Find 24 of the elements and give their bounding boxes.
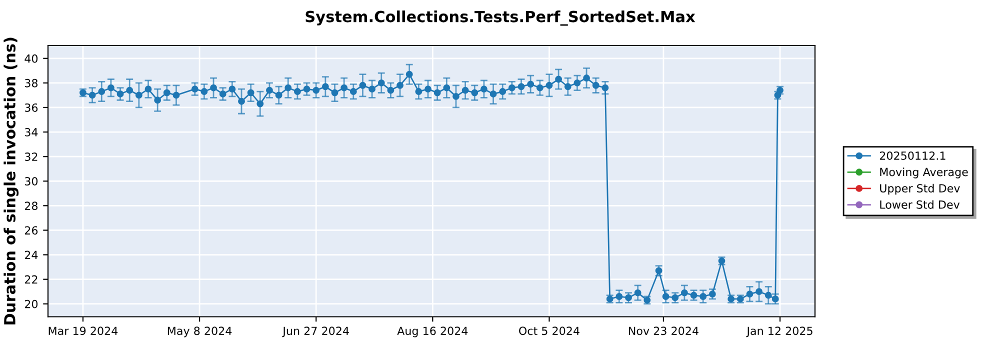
x-tick-label: Mar 19 2024 [48,326,118,336]
y-tick-label: 24 [24,250,38,259]
y-tick-label: 32 [24,152,38,161]
y-axis-title: Duration of single invocation (ns) [4,38,19,324]
x-tick-label: Jun 27 2024 [282,326,349,338]
y-tick-label: 22 [24,275,38,284]
legend-label: 20250112.1 [880,151,946,160]
x-tick-label: May 8 2024 [168,326,232,338]
y-tick-label: 20 [24,300,38,308]
x-tick-label: Oct 5 2024 [519,326,580,336]
y-tick-label: 40 [24,54,38,63]
chart-title: System.Collections.Tests.Perf_SortedSet.Max [306,10,696,26]
legend-label: Moving Average [880,168,968,178]
x-tick-label: Aug 16 2024 [397,326,468,338]
y-tick-label: 30 [24,177,38,186]
y-tick-label: 26 [24,226,38,235]
y-tick-label: 28 [24,202,38,210]
y-tick-label: 36 [24,103,38,112]
legend-label: Upper Std Dev [880,184,960,195]
y-tick-label: 34 [24,128,38,136]
legend-label: Lower Std Dev [880,200,960,209]
y-tick-label: 38 [24,78,38,88]
x-tick-label: Jan 12 2025 [746,326,812,338]
x-tick-label: Nov 23 2024 [628,326,698,336]
